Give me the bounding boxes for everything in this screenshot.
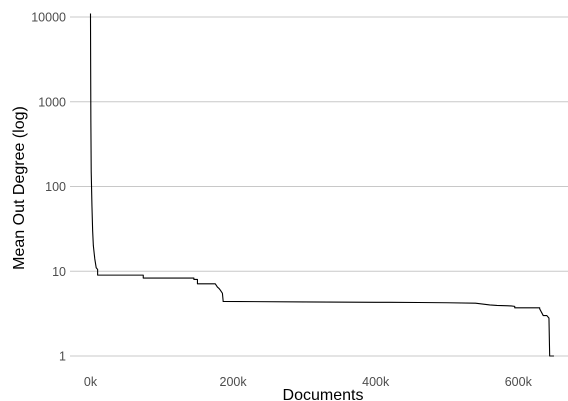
y-tick-label: 10	[52, 265, 66, 279]
y-tick-label: 1	[59, 350, 66, 364]
grid-layer	[70, 16, 568, 357]
x-tick-label: 600k	[505, 375, 533, 389]
x-axis-title: Documents	[283, 387, 364, 401]
y-tick-label: 10000	[31, 11, 66, 25]
x-axis-ticks: 0k 200k 400k 600k	[84, 375, 533, 389]
y-axis-ticks: 1 10 100 1000 10000	[31, 11, 66, 364]
x-tick-label: 0k	[84, 375, 98, 389]
series-layer	[89, 13, 554, 357]
y-tick-label: 100	[45, 180, 66, 194]
x-tick-label: 400k	[362, 375, 390, 389]
series-line	[89, 13, 554, 357]
y-tick-label: 1000	[38, 95, 66, 109]
x-tick-label: 200k	[220, 375, 248, 389]
y-axis-title: Mean Out Degree (log)	[11, 106, 28, 270]
